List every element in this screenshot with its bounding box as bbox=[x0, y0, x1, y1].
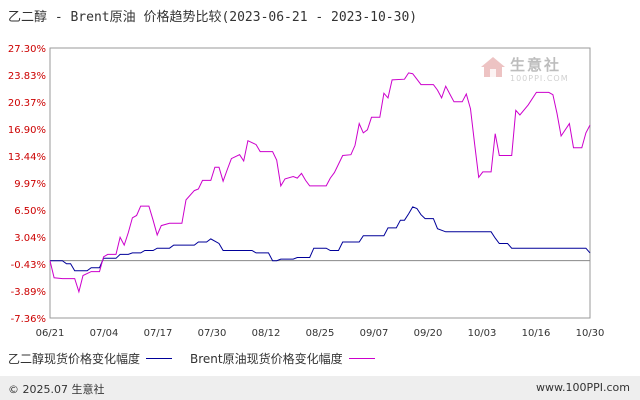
house-logo-icon bbox=[481, 57, 505, 77]
y-tick-label: 3.04% bbox=[14, 233, 46, 244]
legend-label: Brent原油现货价格变化幅度 bbox=[190, 352, 343, 366]
legend: 乙二醇现货价格变化幅度 Brent原油现货价格变化幅度 bbox=[8, 350, 393, 367]
x-axis-ticks: 06/21 07/04 07/17 07/30 08/12 08/25 09/07 09/20… bbox=[36, 328, 605, 339]
series-line-ethylene-glycol bbox=[50, 206, 591, 272]
x-tick-label: 10/16 bbox=[522, 328, 551, 339]
y-tick-label: 16.90% bbox=[8, 125, 46, 136]
y-axis-ticks: 27.30% 23.83% 20.37% 16.90% 13.44% 9.97% 6.50%… bbox=[8, 44, 46, 325]
plot-area bbox=[49, 47, 591, 319]
footer-site-link[interactable]: www.100PPI.com bbox=[536, 381, 630, 394]
series-lines bbox=[49, 72, 591, 294]
y-tick-label: 6.50% bbox=[14, 206, 46, 217]
line-chart: 27.30% 23.83% 20.37% 16.90% 13.44% 9.97% 6.50%… bbox=[8, 44, 605, 339]
axes bbox=[49, 47, 591, 319]
x-tick-label: 07/17 bbox=[144, 328, 173, 339]
y-tick-label: 23.83% bbox=[8, 71, 46, 82]
watermark-url: 100PPI.COM bbox=[510, 74, 569, 83]
footer-bar: © 2025.07 生意社 www.100PPI.com bbox=[0, 376, 640, 400]
x-tick-label: 08/12 bbox=[252, 328, 281, 339]
x-tick-label: 09/20 bbox=[414, 328, 443, 339]
y-tick-label: -7.36% bbox=[11, 314, 46, 325]
y-tick-label: 20.37% bbox=[8, 98, 46, 109]
y-tick-label: 9.97% bbox=[14, 179, 46, 190]
y-tick-label: -3.89% bbox=[11, 287, 46, 298]
x-tick-label: 06/21 bbox=[36, 328, 65, 339]
x-tick-label: 09/07 bbox=[360, 328, 389, 339]
y-tick-label: -0.43% bbox=[11, 260, 46, 271]
chart-title: 乙二醇 - Brent原油 价格趋势比较(2023-06-21 - 2023-1… bbox=[8, 10, 418, 25]
x-tick-label: 10/30 bbox=[576, 328, 605, 339]
legend-swatch bbox=[146, 358, 173, 359]
watermark-logo: 生意社 100PPI.COM bbox=[480, 54, 580, 88]
x-tick-label: 07/04 bbox=[90, 328, 119, 339]
x-tick-label: 10/03 bbox=[468, 328, 497, 339]
watermark-name: 生意社 bbox=[510, 56, 562, 74]
y-tick-label: 27.30% bbox=[8, 44, 46, 55]
legend-label: 乙二醇现货价格变化幅度 bbox=[8, 352, 141, 366]
legend-swatch bbox=[348, 358, 375, 359]
y-tick-label: 13.44% bbox=[8, 152, 46, 163]
legend-item-brent: Brent原油现货价格变化幅度 bbox=[190, 350, 375, 367]
footer-copyright: © 2025.07 生意社 bbox=[8, 383, 105, 396]
legend-item-ethylene-glycol: 乙二醇现货价格变化幅度 bbox=[8, 350, 173, 367]
series-line-brent bbox=[49, 72, 591, 294]
x-tick-label: 07/30 bbox=[198, 328, 227, 339]
x-tick-label: 08/25 bbox=[306, 328, 335, 339]
